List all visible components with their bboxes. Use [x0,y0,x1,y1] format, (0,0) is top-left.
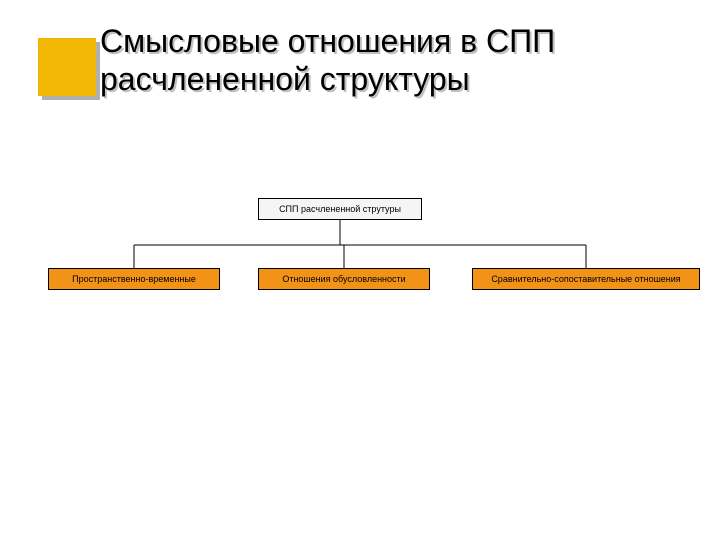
tree-connectors [0,0,720,540]
